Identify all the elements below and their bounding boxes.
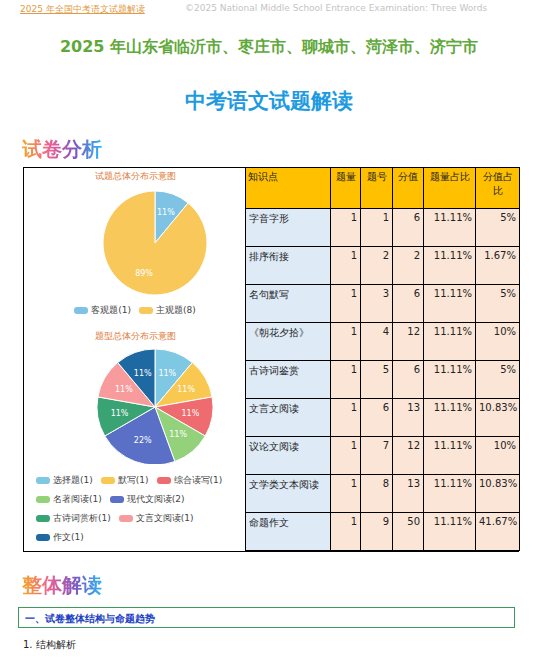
html-text:古诗词赏析(1): 古诗词赏析(1) xyxy=(53,513,111,523)
html-text:1: 1 xyxy=(350,402,357,413)
svg-text:11%: 11% xyxy=(134,369,152,378)
html-text:41.67%: 41.67% xyxy=(479,516,518,527)
html-text:文言文阅读(1): 文言文阅读(1) xyxy=(135,513,194,523)
html-text:1: 1 xyxy=(350,250,357,261)
html-text:2: 2 xyxy=(382,250,389,261)
html-text:11.11%: 11.11% xyxy=(433,250,472,261)
html-text:5: 5 xyxy=(382,364,389,375)
html-text:10.83%: 10.83% xyxy=(479,402,518,413)
svg-text:22%: 22% xyxy=(134,436,152,445)
html-text:议论文阅读: 议论文阅读 xyxy=(249,441,299,452)
html-text:10.83%: 10.83% xyxy=(479,478,518,489)
html-text:©2025 National Middle School E: ©2025 National Middle School Entrance Ex… xyxy=(185,3,488,13)
html-text:1: 1 xyxy=(350,440,357,451)
html-text:名句默写: 名句默写 xyxy=(249,289,289,300)
html-text:作文(1): 作文(1) xyxy=(53,532,84,542)
svg-text:11%: 11% xyxy=(182,409,200,418)
html-text:主观题(8): 主观题(8) xyxy=(156,305,196,315)
html-text:名著阅读(1): 名著阅读(1) xyxy=(53,494,102,504)
html-text:题量占比: 题量占比 xyxy=(429,171,470,182)
html-text:1: 1 xyxy=(350,212,357,223)
html-text:分值: 分值 xyxy=(398,171,418,182)
html-text:2: 2 xyxy=(413,250,420,261)
svg-text:11%: 11% xyxy=(115,385,133,394)
html-text:11.11%: 11.11% xyxy=(433,364,472,375)
html-text:选择题(1): 选择题(1) xyxy=(53,475,93,485)
html-text:1. 结构解析: 1. 结构解析 xyxy=(23,639,76,650)
html-text:13: 13 xyxy=(407,478,420,489)
html-text:古诗词鉴赏: 古诗词鉴赏 xyxy=(249,365,299,376)
html-text:8: 8 xyxy=(382,478,389,489)
html-text:综合读写(1): 综合读写(1) xyxy=(173,475,223,485)
html-text:1: 1 xyxy=(350,478,357,489)
html-text:试题总体分布示意图: 试题总体分布示意图 xyxy=(94,171,176,181)
html-text:5%: 5% xyxy=(500,364,516,375)
html-text:11.11%: 11.11% xyxy=(433,326,472,337)
html-text:一、试卷整体结构与命题趋势: 一、试卷整体结构与命题趋势 xyxy=(25,613,155,624)
html-text:《朝花夕拾》: 《朝花夕拾》 xyxy=(249,327,309,338)
html-text:题量: 题量 xyxy=(335,171,356,182)
svg-text:11%: 11% xyxy=(157,208,175,217)
svg-text:11%: 11% xyxy=(177,385,195,394)
html-text:排序衔接: 排序衔接 xyxy=(249,251,289,262)
html-text:5%: 5% xyxy=(500,212,516,223)
html-text:题号: 题号 xyxy=(366,171,387,182)
html-text:6: 6 xyxy=(382,402,389,413)
svg-text:11%: 11% xyxy=(169,430,187,439)
html-text:默写(1): 默写(1) xyxy=(117,475,149,485)
svg-text:11%: 11% xyxy=(158,369,176,378)
html-text:13: 13 xyxy=(407,402,420,413)
html-text:7: 7 xyxy=(382,440,389,451)
html-text:现代文阅读(2): 现代文阅读(2) xyxy=(126,494,185,504)
html-text:11.11%: 11.11% xyxy=(433,440,472,451)
html-text:11.11%: 11.11% xyxy=(433,212,472,223)
svg-text:11%: 11% xyxy=(111,409,129,418)
html-text:1: 1 xyxy=(350,288,357,299)
html-text:整体解读: 整体解读 xyxy=(22,573,102,597)
html-text:50: 50 xyxy=(407,516,420,527)
html-text:试卷分析: 试卷分析 xyxy=(22,137,102,161)
html-text:9: 9 xyxy=(382,516,389,527)
html-text:文学类文本阅读: 文学类文本阅读 xyxy=(249,479,319,490)
html-text:10%: 10% xyxy=(493,440,516,451)
html-text:题型总体分布示意图: 题型总体分布示意图 xyxy=(94,331,176,341)
html-text:1.67%: 1.67% xyxy=(484,250,516,261)
html-text:6: 6 xyxy=(413,288,420,299)
html-text:客观题(1): 客观题(1) xyxy=(91,305,131,315)
html-text:1: 1 xyxy=(350,326,357,337)
html-text:5%: 5% xyxy=(500,288,516,299)
html-text:1: 1 xyxy=(350,516,357,527)
html-text:10%: 10% xyxy=(493,326,516,337)
html-text:11.11%: 11.11% xyxy=(433,402,472,413)
html-text:2025 年全国中考语文试题解读: 2025 年全国中考语文试题解读 xyxy=(20,4,145,14)
html-text:分值占比: 分值占比 xyxy=(482,171,513,196)
html-text:11.11%: 11.11% xyxy=(433,288,472,299)
html-text:字音字形: 字音字形 xyxy=(249,213,289,224)
html-text:中考语文试题解读: 中考语文试题解读 xyxy=(185,89,353,113)
html-text:11.11%: 11.11% xyxy=(433,478,472,489)
html-text:2025 年山东省临沂市、枣庄市、聊城市、菏泽市、济宁市: 2025 年山东省临沂市、枣庄市、聊城市、菏泽市、济宁市 xyxy=(59,37,478,56)
html-text:命题作文: 命题作文 xyxy=(249,517,289,528)
html-text:11.11%: 11.11% xyxy=(433,516,472,527)
svg-text:89%: 89% xyxy=(135,269,153,278)
html-text:1: 1 xyxy=(350,364,357,375)
html-text:知识点: 知识点 xyxy=(248,171,278,182)
html-text:1: 1 xyxy=(382,212,389,223)
html-text:3: 3 xyxy=(382,288,389,299)
html-text:文言文阅读: 文言文阅读 xyxy=(249,403,299,414)
html-text:12: 12 xyxy=(407,440,420,451)
html-text:12: 12 xyxy=(407,326,420,337)
html-text:6: 6 xyxy=(413,364,420,375)
html-text:4: 4 xyxy=(382,326,389,337)
html-text:6: 6 xyxy=(413,212,420,223)
